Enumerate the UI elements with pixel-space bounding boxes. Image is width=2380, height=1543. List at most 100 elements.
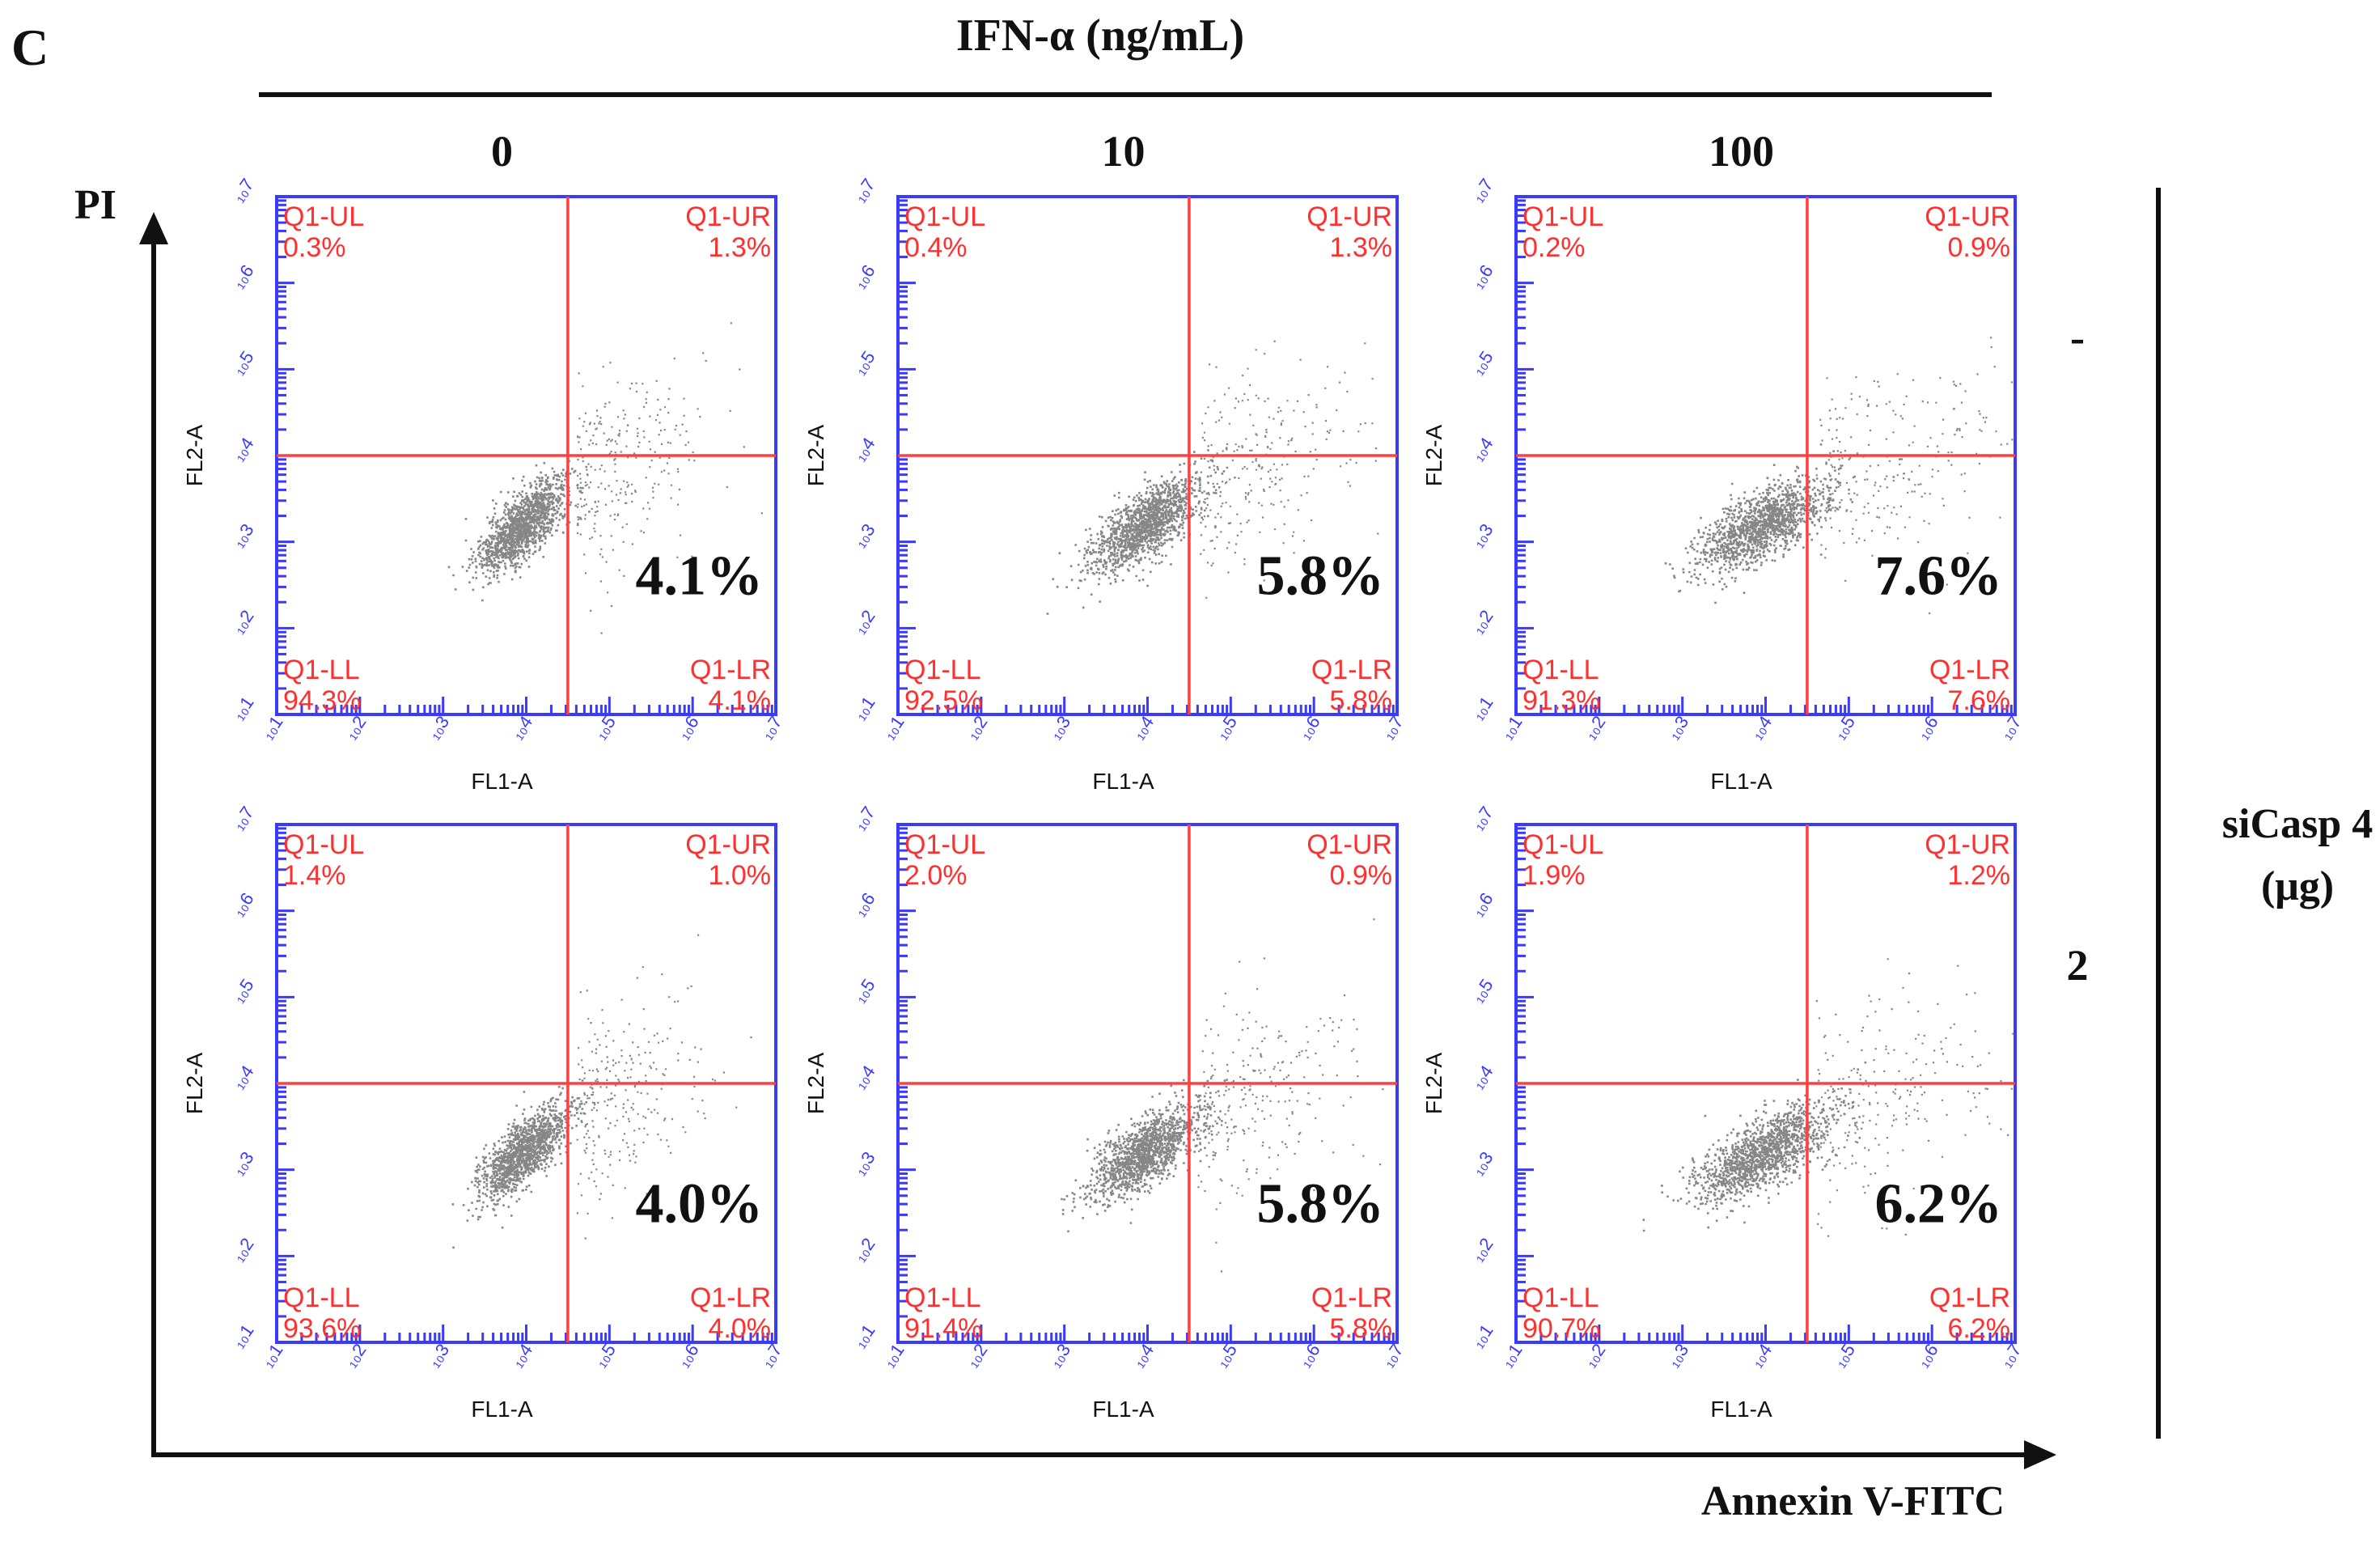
quadrant-ll-name: Q1-LL	[1522, 655, 1599, 685]
x-tick-label: ₁₀7	[1378, 712, 1408, 743]
y-tick-label: ₁₀7	[1467, 175, 1497, 206]
apoptosis-percent-label: 4.1%	[636, 545, 764, 608]
x-tick-label: ₁₀2	[1579, 712, 1609, 743]
event-dot-cloud	[1046, 340, 1379, 615]
panel-y-label: FL2-A	[1421, 425, 1446, 487]
quadrant-ul-value: 2.0%	[904, 860, 968, 891]
quadrant-ul-value: 0.4%	[904, 232, 968, 263]
x-tick-label: ₁₀6	[673, 1340, 703, 1371]
x-axis-arrow-head	[2024, 1440, 2056, 1469]
panel-x-label: FL1-A	[471, 1397, 533, 1422]
quadrant-ll-name: Q1-LL	[283, 655, 360, 685]
x-tick-label: ₁₀7	[1378, 1340, 1408, 1371]
quadrant-ur-name: Q1-UR	[685, 201, 771, 232]
x-tick-label: ₁₀7	[1996, 1340, 2026, 1371]
x-tick-label: ₁₀7	[1996, 712, 2026, 743]
y-tick-label: ₁₀4	[849, 1062, 879, 1092]
quadrant-ur-name: Q1-UR	[1925, 201, 2010, 232]
quadrant-lr-value: 5.8%	[1330, 1313, 1393, 1344]
quadrant-ul-value: 0.2%	[1522, 232, 1586, 263]
apoptosis-percent-label: 6.2%	[1875, 1173, 2003, 1236]
x-tick-label: ₁₀5	[1211, 1340, 1241, 1371]
quadrant-ll-value: 94.3%	[283, 685, 361, 716]
apoptosis-percent-label: 4.0%	[636, 1173, 764, 1236]
panel-x-label: FL1-A	[1710, 1397, 1772, 1422]
panel-y-label: FL2-A	[182, 1053, 207, 1115]
x-tick-label: ₁₀2	[340, 1340, 370, 1371]
quadrant-lr-value: 6.2%	[1948, 1313, 2011, 1344]
x-tick-label: ₁₀6	[1294, 1340, 1324, 1371]
column-header-100: 100	[1709, 127, 1774, 176]
y-tick-label: ₁₀1	[849, 693, 879, 723]
quadrant-ul-value: 0.3%	[283, 232, 346, 263]
y-tick-label: ₁₀7	[849, 175, 879, 206]
y-tick-label: ₁₀3	[228, 520, 258, 551]
y-tick-label: ₁₀3	[228, 1148, 258, 1179]
row-group-label-line1: siCasp 4	[2222, 801, 2373, 847]
row-header-2: 2	[2067, 941, 2089, 990]
quadrant-lr-name: Q1-LR	[1929, 655, 2010, 685]
quadrant-ur-value: 0.9%	[1948, 232, 2011, 263]
quadrant-ll-value: 92.5%	[904, 685, 982, 716]
panel-y-label: FL2-A	[1421, 1053, 1446, 1115]
y-tick-label: ₁₀1	[1467, 1320, 1497, 1351]
y-tick-label: ₁₀1	[1467, 693, 1497, 723]
quadrant-ur-name: Q1-UR	[1306, 201, 1392, 232]
quadrant-lr-value: 4.0%	[709, 1313, 772, 1344]
y-tick-label: ₁₀3	[849, 520, 879, 551]
quadrant-ll-name: Q1-LL	[1522, 1282, 1599, 1313]
axis-ticks	[275, 199, 773, 716]
y-tick-label: ₁₀5	[849, 347, 879, 378]
apoptosis-percent-label: 5.8%	[1257, 1173, 1385, 1236]
x-tick-label: ₁₀5	[1211, 712, 1241, 743]
quadrant-ul-name: Q1-UL	[283, 201, 364, 232]
y-tick-label: ₁₀4	[228, 1062, 258, 1092]
x-tick-label: ₁₀3	[1662, 1340, 1692, 1371]
y-tick-label: ₁₀5	[228, 975, 258, 1006]
y-tick-label: ₁₀3	[849, 1148, 879, 1179]
scatter-panels: ₁₀1₁₀1₁₀2₁₀2₁₀3₁₀3₁₀4₁₀4₁₀5₁₀5₁₀6₁₀6₁₀7₁…	[182, 175, 2026, 1422]
y-tick-label: ₁₀7	[1467, 803, 1497, 833]
x-tick-label: ₁₀3	[1044, 1340, 1074, 1371]
x-tick-label: ₁₀2	[961, 1340, 991, 1371]
y-tick-label: ₁₀1	[228, 1320, 258, 1351]
quadrant-lr-name: Q1-LR	[690, 655, 771, 685]
quadrant-ll-value: 91.4%	[904, 1313, 982, 1344]
x-tick-label: ₁₀4	[506, 712, 536, 743]
y-tick-label: ₁₀4	[1467, 1062, 1497, 1092]
y-tick-label: ₁₀4	[849, 434, 879, 464]
quadrant-ul-name: Q1-UL	[904, 829, 985, 860]
axis-ticks	[1514, 827, 2013, 1344]
x-tick-label: ₁₀4	[1128, 1340, 1158, 1371]
x-tick-label: ₁₀5	[590, 712, 620, 743]
quadrant-ur-name: Q1-UR	[1925, 829, 2010, 860]
x-tick-label: ₁₀4	[1746, 1340, 1776, 1371]
quadrant-lr-value: 5.8%	[1330, 685, 1393, 716]
axis-ticks	[896, 827, 1395, 1344]
y-tick-label: ₁₀2	[849, 1234, 879, 1265]
y-tick-label: ₁₀5	[228, 347, 258, 378]
panel-x-label: FL1-A	[1092, 769, 1154, 794]
y-tick-label: ₁₀5	[1467, 975, 1497, 1006]
x-tick-label: ₁₀2	[1579, 1340, 1609, 1371]
y-tick-label: ₁₀6	[849, 261, 879, 292]
axis-ticks	[896, 199, 1395, 716]
column-header-0: 0	[491, 127, 513, 176]
quadrant-ur-value: 1.3%	[709, 232, 772, 263]
x-tick-label: ₁₀5	[1829, 1340, 1859, 1371]
x-tick-label: ₁₀1	[1497, 1340, 1527, 1371]
quadrant-ul-value: 1.9%	[1522, 860, 1586, 891]
y-axis-label: PI	[74, 182, 116, 228]
y-tick-label: ₁₀2	[228, 606, 258, 637]
event-dots	[1046, 340, 1379, 615]
panel-letter: C	[11, 19, 49, 76]
x-tick-label: ₁₀4	[1746, 712, 1776, 743]
quadrant-lr-name: Q1-LR	[690, 1282, 771, 1313]
y-tick-label: ₁₀1	[849, 1320, 879, 1351]
row-group-label-line2: (μg)	[2261, 863, 2334, 909]
x-tick-label: ₁₀3	[1662, 712, 1692, 743]
